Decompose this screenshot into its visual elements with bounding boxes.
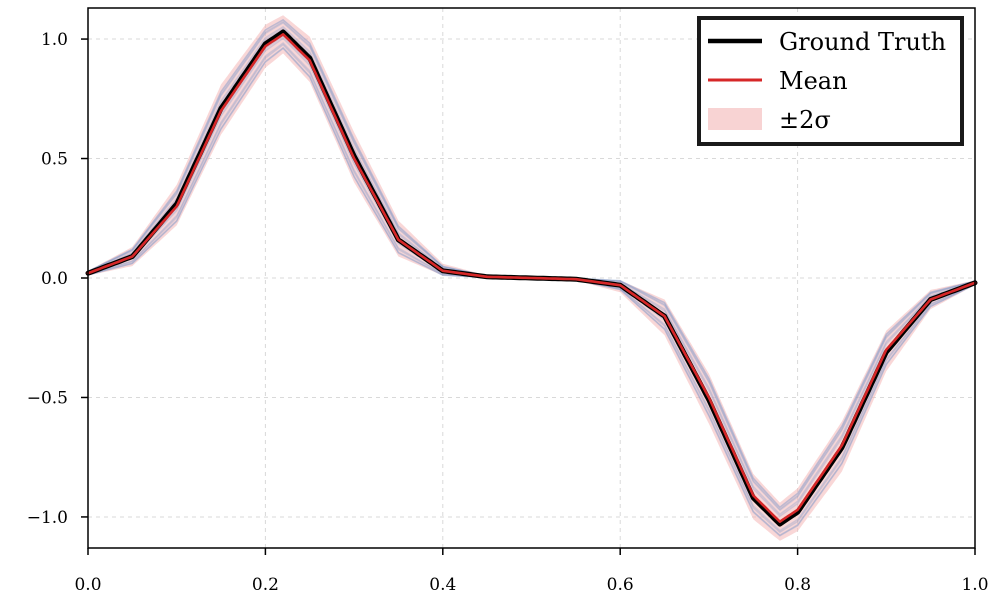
x-tick-label: 0.2 bbox=[252, 575, 279, 595]
legend: Ground Truth Mean ±2σ bbox=[697, 16, 964, 146]
x-axis-ticks: 0.0 0.2 0.4 0.6 0.8 1.0 bbox=[74, 548, 989, 595]
legend-label-band: ±2σ bbox=[779, 106, 831, 134]
mean-line bbox=[86, 33, 977, 523]
legend-label-mean: Mean bbox=[779, 67, 848, 95]
x-tick-label: 0.6 bbox=[607, 575, 634, 595]
x-tick-label: 0.4 bbox=[429, 575, 456, 595]
grid bbox=[87, 8, 976, 548]
y-tick-label: 0.0 bbox=[41, 269, 68, 289]
y-tick-label: 0.5 bbox=[41, 150, 68, 170]
x-tick-label: 0.8 bbox=[784, 575, 811, 595]
y-tick-label: 1.0 bbox=[41, 30, 68, 50]
y-tick-label: −1.0 bbox=[27, 508, 68, 528]
x-tick-label: 1.0 bbox=[961, 575, 988, 595]
y-tick-label: −0.5 bbox=[27, 388, 68, 408]
legend-label-ground-truth: Ground Truth bbox=[779, 28, 946, 56]
x-tick-label: 0.0 bbox=[74, 575, 101, 595]
y-axis-ticks: −1.0 −0.5 0.0 0.5 1.0 bbox=[27, 30, 88, 528]
series-lines bbox=[85, 29, 978, 527]
legend-swatch-band bbox=[708, 108, 762, 130]
